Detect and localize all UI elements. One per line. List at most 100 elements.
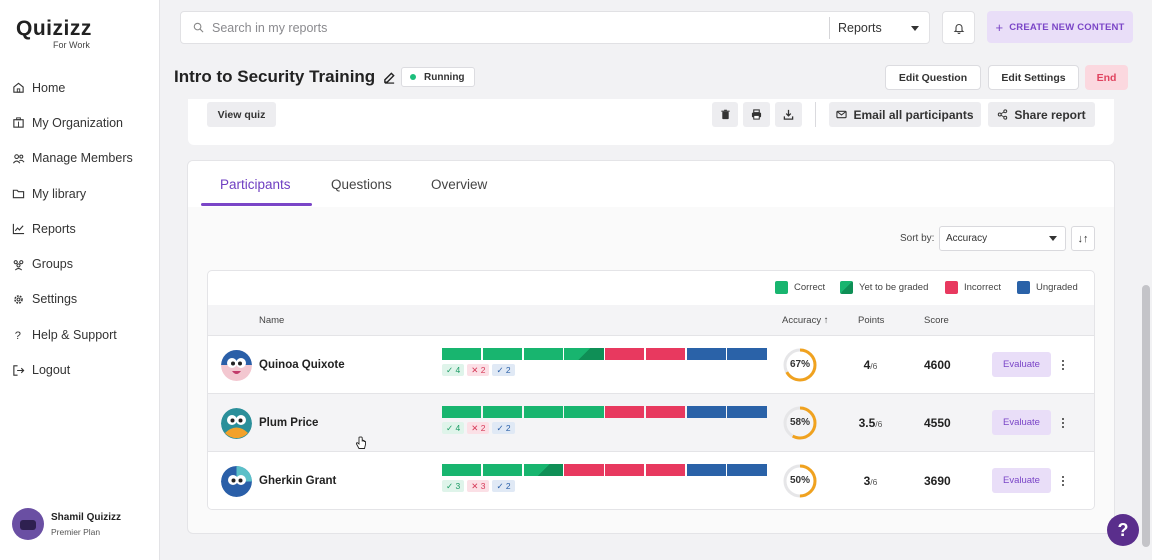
question-segment (523, 464, 563, 476)
printer-icon (751, 109, 762, 120)
question-segment (605, 406, 645, 418)
page-title: Intro to Security Training (174, 67, 396, 87)
question-segment (727, 406, 767, 418)
more-options-icon[interactable] (1058, 471, 1068, 491)
sidebar-item-label: My library (32, 186, 87, 201)
sidebar-item-manage-members[interactable]: Manage Members (0, 141, 160, 176)
sidebar-item-reports[interactable]: Reports (0, 211, 160, 246)
user-profile[interactable]: Shamil Quizizz Premier Plan (12, 508, 121, 540)
question-segment (645, 464, 686, 476)
more-options-icon[interactable] (1058, 413, 1068, 433)
download-button[interactable] (775, 102, 802, 127)
legend-swatch (1017, 281, 1030, 294)
end-button[interactable]: End (1085, 65, 1128, 90)
help-button[interactable]: ? (1107, 514, 1139, 546)
question-segment (605, 464, 645, 476)
question-segment (442, 348, 482, 360)
chart-icon (12, 224, 25, 235)
incorrect-count: ✕ 3 (467, 480, 490, 492)
envelope-icon (836, 110, 848, 119)
search-box[interactable]: Reports (180, 11, 930, 44)
create-new-content-button[interactable]: + CREATE NEW CONTENT (987, 11, 1133, 43)
table-row[interactable]: Quinoa Quixote ✓ 4 ✕ 2 ✓ 2 67% 4/6 4600 … (208, 335, 1094, 393)
sidebar-item-label: Home (32, 80, 66, 95)
sort-dropdown[interactable]: Accuracy (939, 226, 1066, 251)
participant-name: Plum Price (259, 417, 319, 429)
active-tab-indicator (201, 203, 312, 206)
more-options-icon[interactable] (1058, 355, 1068, 375)
share-report-button[interactable]: Share report (988, 102, 1095, 127)
answer-counts: ✓ 4 ✕ 2 ✓ 2 (442, 364, 518, 376)
hand-cursor-icon (356, 436, 366, 449)
search-input[interactable] (212, 20, 812, 35)
sidebar-item-settings[interactable]: Settings (0, 282, 160, 317)
participant-name: Quinoa Quixote (259, 359, 345, 371)
sidebar-item-label: Groups (32, 257, 73, 272)
view-quiz-button[interactable]: View quiz (207, 102, 276, 127)
question-segment (523, 406, 563, 418)
legend-swatch (945, 281, 958, 294)
table-row[interactable]: Gherkin Grant ✓ 3 ✕ 3 ✓ 2 50% 3/6 3690 E… (208, 451, 1094, 509)
sidebar-item-groups[interactable]: Groups (0, 246, 160, 281)
edit-settings-button[interactable]: Edit Settings (988, 65, 1079, 90)
gear-icon (14, 295, 23, 304)
question-progress-bar (442, 406, 768, 418)
question-segment (442, 406, 482, 418)
search-scope-dropdown[interactable]: Reports (829, 17, 929, 39)
search-icon (193, 22, 204, 33)
chevron-down-icon (911, 25, 919, 31)
incorrect-count: ✕ 2 (467, 364, 490, 376)
email-all-participants-button[interactable]: Email all participants (829, 102, 981, 127)
column-header-name: Name (259, 315, 285, 326)
trash-icon (720, 109, 730, 120)
sidebar: Quizizz For Work Home My Organization Ma… (0, 0, 160, 560)
edit-question-button[interactable]: Edit Question (885, 65, 981, 90)
delete-button[interactable] (712, 102, 738, 127)
points-earned: 3 (863, 474, 871, 488)
participants-table: Correct Yet to be graded Incorrect Ungra… (207, 270, 1095, 510)
accuracy-value: 58% (789, 417, 810, 428)
sidebar-item-help-support[interactable]: ? Help & Support (0, 317, 160, 352)
evaluate-button[interactable]: Evaluate (992, 468, 1051, 493)
correct-count: ✓ 3 (442, 480, 465, 492)
sidebar-item-home[interactable]: Home (0, 70, 160, 105)
tab-questions[interactable]: Questions (331, 177, 392, 192)
table-row[interactable]: Plum Price ✓ 4 ✕ 2 ✓ 2 58% 3.5/6 4550 Ev… (208, 393, 1094, 451)
question-segment (686, 348, 726, 360)
evaluate-button[interactable]: Evaluate (992, 352, 1051, 377)
sidebar-nav: Home My Organization Manage Members My l… (0, 70, 160, 388)
edit-icon[interactable] (383, 71, 396, 84)
sidebar-item-logout[interactable]: Logout (0, 352, 160, 387)
avatar (12, 508, 44, 540)
tab-participants[interactable]: Participants (220, 177, 291, 192)
tab-overview[interactable]: Overview (431, 177, 488, 192)
column-header-accuracy[interactable]: Accuracy ↑ (782, 315, 829, 326)
question-segment (727, 464, 767, 476)
sidebar-item-my-organization[interactable]: My Organization (0, 105, 160, 140)
notifications-button[interactable] (942, 11, 975, 44)
points-total: /6 (870, 361, 878, 371)
legend-label: Ungraded (1036, 282, 1078, 293)
accuracy-value: 50% (789, 475, 810, 486)
download-icon (783, 109, 794, 120)
status-dot (410, 74, 416, 80)
legend-label: Yet to be graded (859, 282, 929, 293)
sidebar-item-my-library[interactable]: My library (0, 176, 160, 211)
quizizz-logo[interactable]: Quizizz For Work (16, 18, 92, 51)
question-segment (482, 348, 523, 360)
sort-direction-button[interactable]: ↓↑ (1071, 226, 1095, 251)
accuracy-ring (783, 406, 817, 440)
folder-icon (12, 189, 25, 199)
evaluate-button[interactable]: Evaluate (992, 410, 1051, 435)
ungraded-count: ✓ 2 (492, 480, 515, 492)
legend-label: Incorrect (964, 282, 1001, 293)
tabs: Participants Questions Overview (188, 161, 1114, 207)
question-segment (686, 464, 726, 476)
print-button[interactable] (743, 102, 770, 127)
accuracy-value: 67% (789, 359, 810, 370)
user-plan: Premier Plan (51, 526, 101, 537)
sort-label: Sort by: (900, 233, 935, 244)
points-earned: 4 (863, 358, 871, 372)
question-progress-bar (442, 464, 768, 476)
scrollbar-thumb[interactable] (1142, 285, 1150, 547)
